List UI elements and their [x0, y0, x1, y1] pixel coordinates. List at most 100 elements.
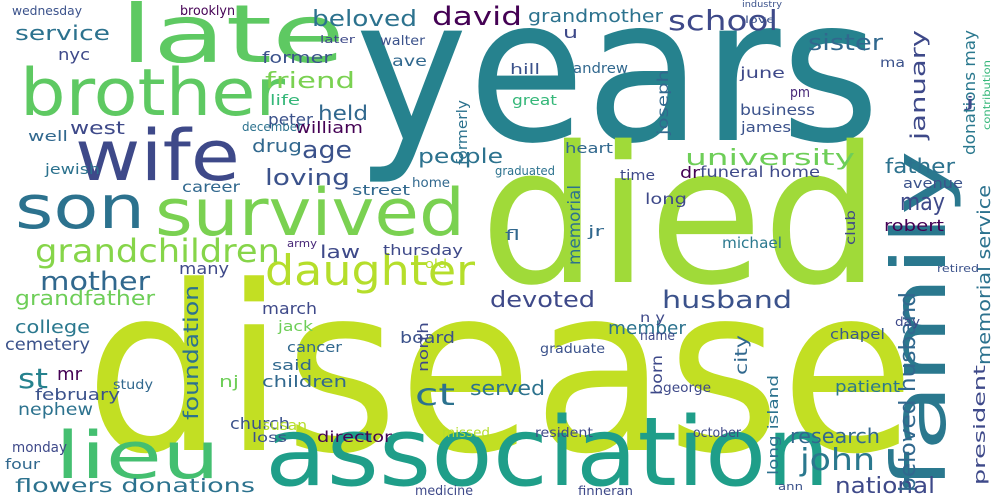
word: love [745, 15, 775, 26]
word: street [352, 183, 411, 199]
word: hill [510, 62, 540, 78]
word: former [262, 48, 333, 67]
word: chapel [830, 327, 885, 343]
word: college [15, 317, 90, 338]
word: friend [265, 69, 355, 94]
word: finneran [578, 484, 633, 498]
word: well [28, 129, 68, 145]
word: robert [884, 216, 944, 235]
word: grandmother [528, 6, 664, 27]
word: business [740, 101, 815, 119]
word: dr [680, 163, 701, 182]
word: brooklyn [180, 4, 235, 19]
word: father [885, 154, 956, 178]
word: loving [265, 166, 350, 191]
word: age [302, 136, 352, 164]
word: william [295, 118, 363, 137]
word: board [400, 328, 455, 347]
word: john [799, 443, 875, 478]
word: west [70, 118, 125, 139]
word: drug [252, 136, 302, 157]
word: walter [380, 34, 426, 49]
word: day [895, 315, 920, 329]
word: formerly [455, 100, 471, 165]
word: university [685, 146, 855, 171]
word: thursday [383, 243, 463, 259]
word: sister [808, 31, 884, 56]
word: wife [75, 115, 240, 197]
word: joseph [654, 70, 672, 136]
word: missed [442, 426, 490, 441]
word: june [739, 64, 785, 82]
word: cancer [287, 340, 342, 356]
word: home [412, 176, 450, 191]
word: died [480, 106, 880, 327]
word: club [844, 210, 859, 245]
word: later [320, 33, 356, 46]
word: husband [662, 286, 792, 314]
word: james [740, 120, 791, 136]
word: ann [778, 480, 803, 493]
word: medicine [415, 484, 473, 499]
word: years [355, 0, 880, 188]
word: grandfather [15, 286, 156, 310]
word: law [320, 242, 360, 263]
word: michael [722, 234, 782, 252]
word: fl [505, 228, 520, 244]
word: memorial [565, 185, 585, 265]
word: people [418, 144, 503, 168]
word: jewish [44, 162, 100, 178]
word: served [470, 376, 545, 400]
word: foundation [179, 285, 203, 420]
word: church [230, 414, 290, 433]
word: lieu [55, 419, 220, 494]
word: time [620, 168, 655, 184]
word: graduate [540, 342, 605, 357]
word: army [287, 237, 318, 250]
word: jack [277, 319, 314, 335]
word: city [732, 335, 752, 375]
word: donations may [960, 30, 979, 155]
word: heart [565, 141, 614, 157]
word: held [318, 101, 368, 125]
word: march [262, 299, 317, 318]
word: name [640, 329, 675, 344]
word: monday [12, 440, 67, 456]
word: son [15, 173, 145, 243]
word: loss [252, 431, 287, 446]
word: service [15, 21, 110, 45]
word: late [120, 0, 345, 81]
word: ave [392, 52, 427, 70]
word: may [900, 188, 945, 216]
word: nj [219, 372, 239, 391]
word: j [962, 95, 975, 111]
word: long [645, 190, 687, 208]
word: study [113, 378, 153, 393]
word: research [790, 424, 880, 448]
word: george [663, 381, 711, 396]
word: mother [40, 267, 150, 297]
word: funeral home [700, 163, 820, 181]
word: graduated [495, 164, 555, 178]
word: nephew [18, 400, 93, 420]
word: david [432, 2, 522, 32]
word: andrew [573, 61, 628, 77]
word: flowers donations [15, 475, 255, 497]
word: old [425, 257, 447, 271]
word: school [668, 4, 778, 37]
word: n y [640, 311, 665, 326]
word: long island [766, 375, 782, 475]
word: great [512, 93, 558, 109]
word: grandchildren [35, 232, 280, 270]
word: children [262, 372, 347, 391]
word: patient [835, 377, 900, 396]
word: mr [57, 364, 83, 385]
word: president [970, 365, 989, 485]
word: many [179, 259, 229, 278]
word: jr [586, 224, 604, 240]
word: north [416, 322, 432, 372]
word: daughter [265, 246, 476, 295]
word: u [563, 23, 578, 42]
word: retired [937, 262, 979, 275]
